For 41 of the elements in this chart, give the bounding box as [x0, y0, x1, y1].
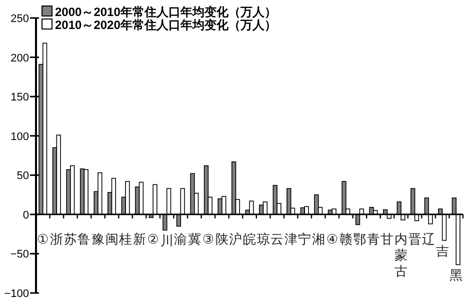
x-tick-label: ② — [147, 231, 159, 246]
x-tick-label: 渝 — [174, 231, 188, 246]
y-tick-label: 50 — [16, 170, 29, 182]
legend-label: 2000～2010年常住人口年均变化（万人） — [55, 5, 276, 19]
x-tick-label: 新 — [132, 231, 146, 246]
x-tick-label: 苏 — [64, 231, 77, 246]
x-tick-label: ① — [37, 231, 49, 246]
x-tick-label: 鲁 — [78, 231, 91, 246]
x-tick-label: 津 — [284, 231, 298, 246]
x-tick-label: 内蒙古 — [394, 231, 408, 278]
x-tick-label: 湘 — [312, 231, 325, 246]
x-tick-label: ③ — [202, 231, 214, 246]
x-tick-label: 云 — [270, 231, 284, 246]
x-tick-label: 沪 — [229, 231, 242, 246]
x-tick-label: 陕 — [215, 231, 228, 246]
x-tick-label: 豫 — [91, 231, 104, 246]
legend-label: 2010～2020年常住人口年均变化（万人） — [55, 18, 276, 32]
x-tick-label: 浙 — [50, 231, 64, 246]
y-tick-label: −100 — [4, 288, 29, 300]
y-tick-label: 100 — [10, 130, 29, 143]
x-tick-label: ④ — [326, 231, 338, 246]
x-tick-label: 青 — [366, 231, 380, 246]
y-tick-label: −50 — [10, 248, 29, 261]
x-tick-label: 晋 — [408, 231, 422, 246]
y-tick-label: 200 — [10, 52, 29, 64]
y-tick-label: 250 — [10, 13, 29, 25]
x-tick-label: 皖 — [243, 231, 256, 246]
y-tick-label: 150 — [10, 92, 29, 104]
x-tick-label: 辽 — [422, 231, 436, 246]
x-tick-label: 吉 — [436, 243, 449, 258]
x-tick-label: 黑 — [450, 268, 463, 283]
x-tick-label: 冀 — [188, 231, 201, 246]
x-tick-label: 川 — [160, 233, 174, 248]
x-tick-label: 桂 — [118, 231, 132, 246]
x-tick-label: 甘 — [380, 231, 394, 246]
y-tick-label: 0 — [22, 209, 29, 222]
x-tick-label: 鄂 — [353, 231, 366, 246]
x-tick-label: 赣 — [339, 231, 352, 246]
x-tick-label: 闽 — [105, 231, 118, 246]
x-tick-label: 琼 — [256, 231, 270, 246]
x-tick-label: 宁 — [298, 231, 312, 246]
